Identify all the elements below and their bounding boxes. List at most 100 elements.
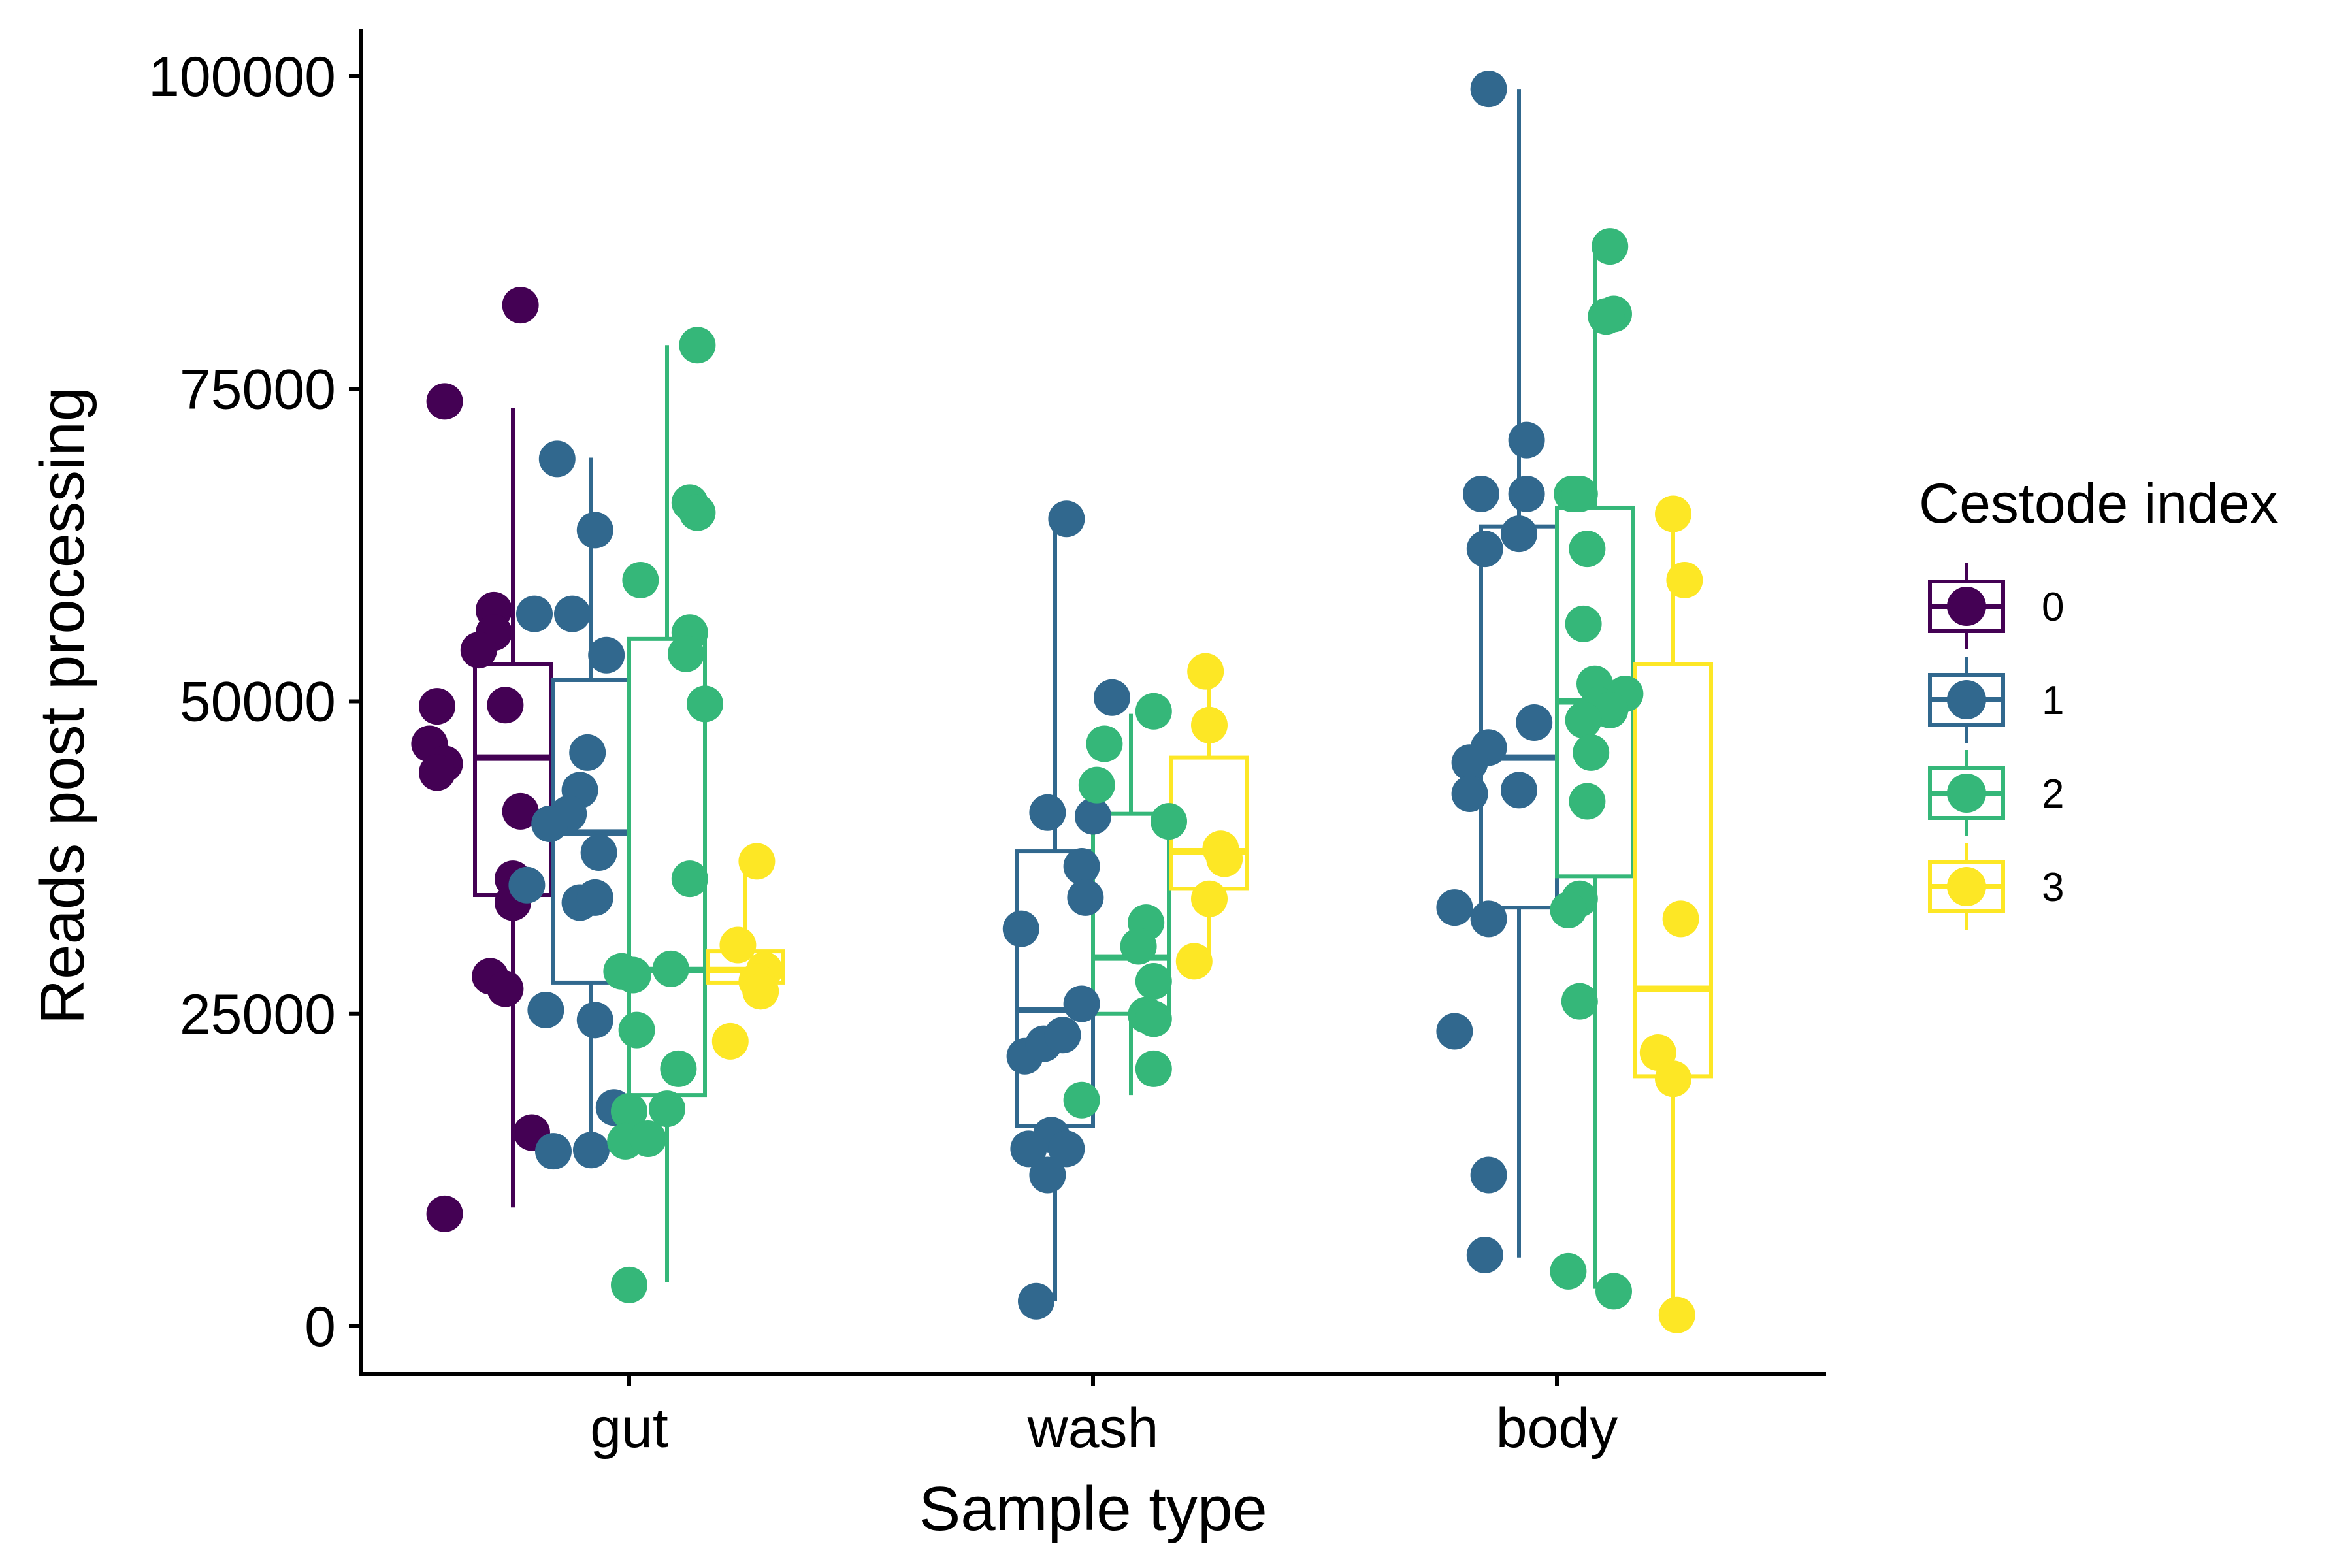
data-point xyxy=(1135,1050,1172,1087)
data-point xyxy=(1063,1081,1100,1119)
data-point xyxy=(1550,1252,1587,1290)
data-point xyxy=(1187,653,1224,690)
data-point xyxy=(573,1132,610,1169)
y-axis-title: Reads post processing xyxy=(27,387,97,1025)
data-point xyxy=(1508,475,1545,512)
y-tick-label: 75000 xyxy=(180,358,336,421)
legend-label: 1 xyxy=(2042,678,2064,723)
data-point xyxy=(1086,725,1123,762)
y-tick-label: 0 xyxy=(304,1296,336,1358)
data-point xyxy=(1135,1000,1172,1037)
data-point xyxy=(535,1133,572,1170)
data-point xyxy=(671,860,708,898)
data-point xyxy=(1588,298,1625,335)
legend-label: 2 xyxy=(2042,772,2064,817)
data-point xyxy=(1470,900,1507,938)
data-point xyxy=(1094,679,1130,716)
legend-key-point xyxy=(1947,680,1986,719)
data-point xyxy=(576,512,613,549)
legend-entry-1: 1 xyxy=(1928,657,2064,743)
data-point xyxy=(1002,910,1039,947)
data-point xyxy=(419,754,455,791)
data-point xyxy=(1466,531,1503,568)
data-point xyxy=(1451,744,1488,781)
data-point xyxy=(738,843,776,880)
x-tick-label: gut xyxy=(590,1397,668,1460)
data-point xyxy=(1569,531,1606,568)
data-point xyxy=(1010,1130,1047,1168)
data-point xyxy=(487,687,524,724)
legend: Cestode index 0 1 2 3 xyxy=(1919,472,2278,930)
data-point xyxy=(1191,706,1228,743)
data-point xyxy=(569,734,606,771)
box-1-body xyxy=(1479,89,1559,1258)
legend-title: Cestode index xyxy=(1919,472,2278,535)
data-point xyxy=(1508,421,1545,459)
data-point xyxy=(1048,1130,1085,1168)
data-point xyxy=(1067,879,1104,916)
data-point xyxy=(1135,693,1172,730)
legend-label: 3 xyxy=(2042,865,2064,910)
data-point xyxy=(1063,985,1100,1022)
data-point xyxy=(1501,515,1537,553)
data-point xyxy=(1466,1236,1503,1273)
plot-area xyxy=(411,71,1713,1333)
data-point xyxy=(611,1092,647,1130)
data-point xyxy=(460,632,497,669)
data-point xyxy=(1470,71,1507,108)
data-point xyxy=(1592,228,1629,265)
data-point xyxy=(508,866,546,904)
data-point xyxy=(1191,880,1228,917)
data-point xyxy=(487,970,524,1007)
data-point xyxy=(742,973,779,1010)
x-tick-label: body xyxy=(1496,1397,1618,1460)
data-point xyxy=(502,287,539,324)
data-point xyxy=(1436,1013,1473,1050)
data-point xyxy=(1662,900,1699,938)
data-point xyxy=(1463,475,1499,512)
data-point xyxy=(679,494,716,531)
y-tick-label: 25000 xyxy=(180,983,336,1046)
legend-key-point xyxy=(1947,867,1986,906)
data-point xyxy=(1451,776,1488,813)
data-point xyxy=(1075,798,1111,835)
data-point xyxy=(1470,1156,1507,1194)
data-point xyxy=(516,595,553,632)
data-point xyxy=(1206,840,1243,877)
data-point xyxy=(531,805,568,842)
data-point xyxy=(1044,1017,1081,1054)
data-point xyxy=(588,636,625,674)
data-point xyxy=(711,1022,749,1060)
data-point xyxy=(554,595,591,632)
x-axis-title: Sample type xyxy=(919,1474,1267,1544)
legend-label: 0 xyxy=(2042,585,2064,630)
data-point xyxy=(1561,983,1598,1020)
data-point xyxy=(1573,734,1610,771)
data-point xyxy=(649,1090,685,1128)
y-tick-label: 50000 xyxy=(180,671,336,734)
data-point xyxy=(630,1120,666,1158)
data-point xyxy=(1029,794,1066,831)
legend-entry-2: 2 xyxy=(1928,750,2064,836)
data-point xyxy=(679,327,716,364)
data-point xyxy=(1048,500,1085,538)
legend-entry-3: 3 xyxy=(1928,843,2064,930)
data-point xyxy=(622,561,659,598)
data-point xyxy=(502,792,539,830)
data-point xyxy=(1658,1296,1695,1333)
legend-entry-0: 0 xyxy=(1928,563,2064,649)
data-point xyxy=(1063,848,1100,885)
data-point xyxy=(1018,1282,1054,1320)
box-iqr xyxy=(1633,662,1713,1079)
data-point xyxy=(1550,891,1587,928)
data-point xyxy=(1501,772,1537,809)
data-point xyxy=(580,834,617,871)
data-point xyxy=(426,1195,463,1232)
data-point xyxy=(576,1002,613,1039)
data-point xyxy=(1078,766,1115,804)
data-point xyxy=(1516,704,1553,742)
x-tick-label: wash xyxy=(1027,1397,1159,1460)
data-point xyxy=(1151,803,1187,840)
data-point xyxy=(1565,702,1602,739)
